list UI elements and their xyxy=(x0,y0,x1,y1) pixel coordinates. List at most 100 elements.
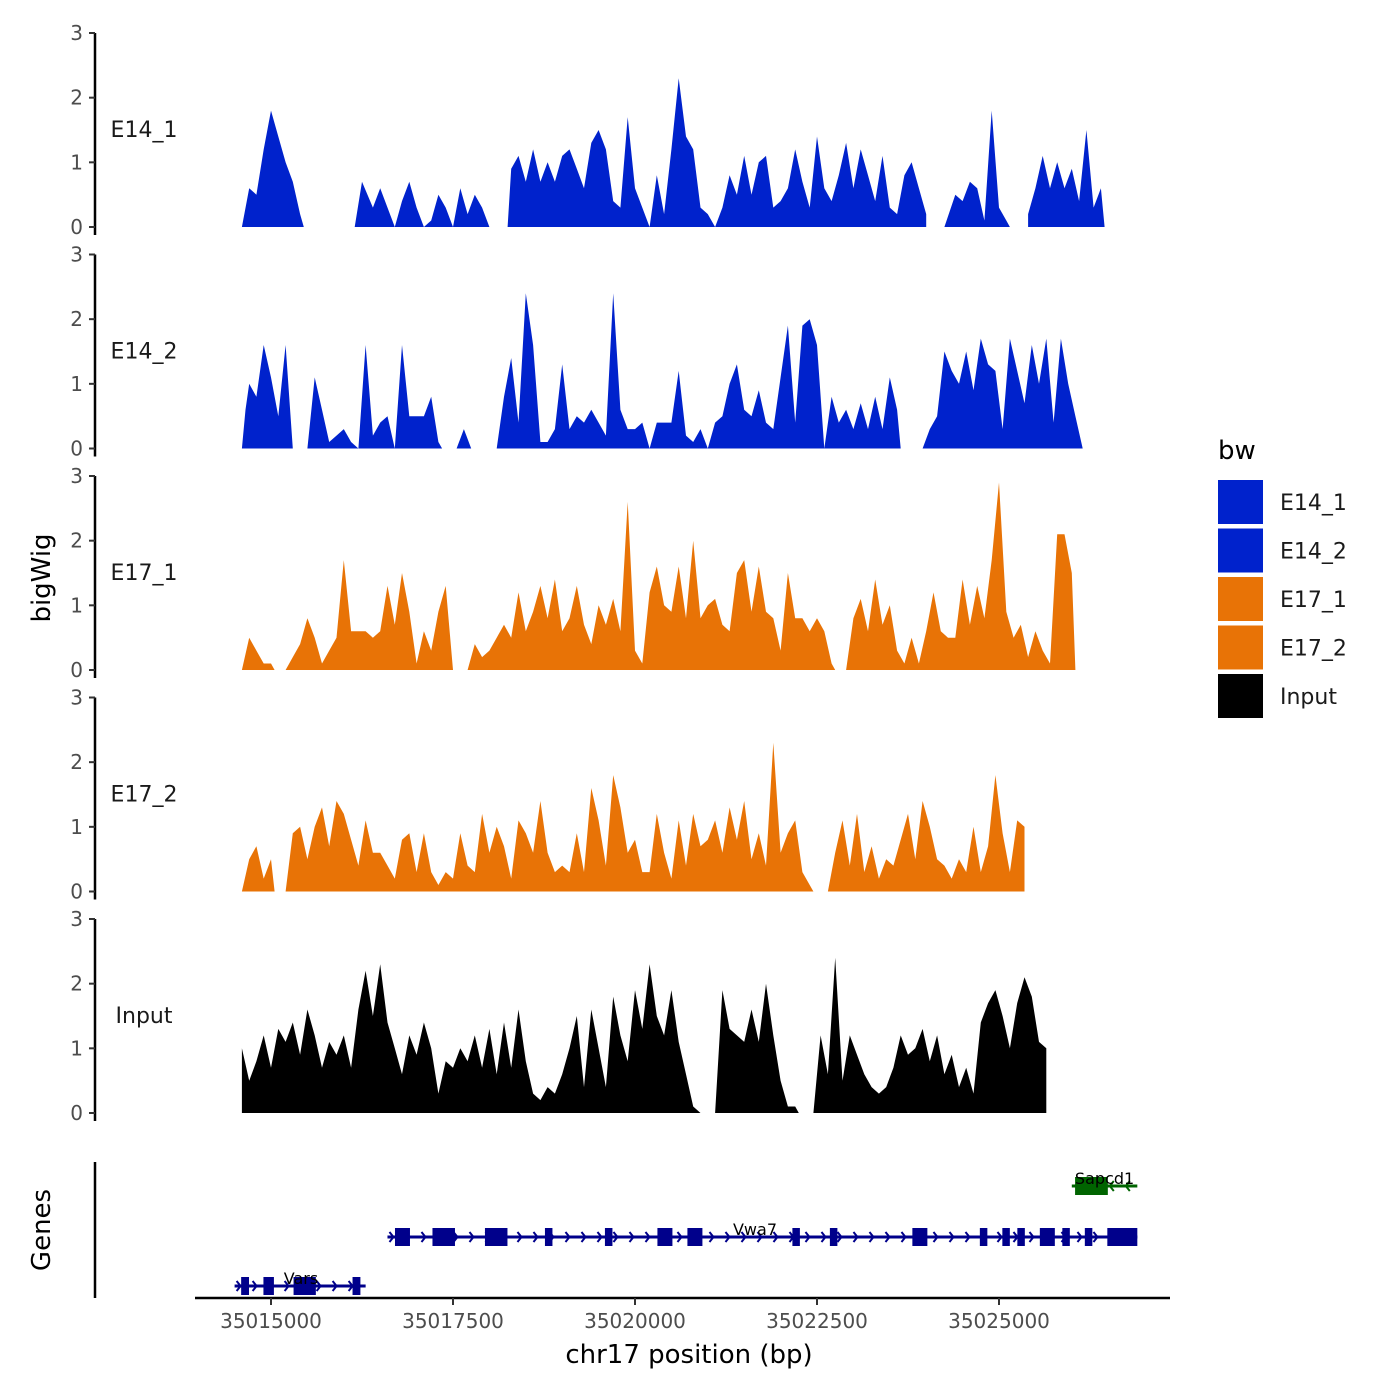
exon xyxy=(912,1228,928,1246)
y-tick-label: 3 xyxy=(70,686,83,710)
exon xyxy=(484,1228,508,1246)
strand-chevron xyxy=(612,1231,619,1243)
exon xyxy=(829,1228,838,1246)
y-axis-title: bigWig xyxy=(27,533,57,622)
coverage-area xyxy=(467,501,836,670)
y-tick-label: 1 xyxy=(70,150,83,174)
y-tick-label: 3 xyxy=(70,907,83,931)
genes-track: Sapcd1 Vwa7 Vars xyxy=(93,1162,1138,1298)
gene-Vwa7: Vwa7 xyxy=(387,1220,1138,1246)
y-tick-label: 3 xyxy=(70,243,83,267)
x-axis-title: chr17 position (bp) xyxy=(565,1340,812,1370)
exon xyxy=(1017,1228,1025,1246)
gene-label: Sapcd1 xyxy=(1075,1169,1134,1188)
legend-label: E17_1 xyxy=(1280,588,1347,613)
exon xyxy=(604,1228,613,1246)
strand-chevron xyxy=(708,1231,715,1243)
y-tick-label: 1 xyxy=(70,1036,83,1060)
exon xyxy=(687,1228,703,1246)
strand-chevron xyxy=(516,1231,523,1243)
strand-chevron xyxy=(1076,1231,1083,1243)
legend-entry-E17_2: E17_2 xyxy=(1218,625,1347,670)
exon xyxy=(263,1277,274,1295)
strand-chevron xyxy=(772,1231,779,1243)
track-E14_1: 0 1 2 3 E14_1 xyxy=(70,21,1105,239)
exon xyxy=(1107,1228,1138,1246)
strand-chevron xyxy=(996,1231,1003,1243)
strand-chevron xyxy=(724,1231,731,1243)
x-tick-label: 35020000 xyxy=(584,1309,686,1333)
y-tick-label: 2 xyxy=(70,750,83,774)
track-E17_1: 0 1 2 3 E17_1 xyxy=(70,464,1076,682)
strand-chevron xyxy=(564,1231,571,1243)
legend-label: Input xyxy=(1280,685,1337,710)
strand-chevron xyxy=(388,1231,395,1243)
exon xyxy=(241,1277,250,1295)
y-tick-label: 0 xyxy=(70,658,83,682)
coverage-area xyxy=(241,846,275,892)
strand-chevron xyxy=(331,1280,338,1292)
y-tick-label: 2 xyxy=(70,529,83,553)
strand-chevron xyxy=(644,1231,651,1243)
strand-chevron xyxy=(283,1280,290,1292)
y-tick-label: 2 xyxy=(70,307,83,331)
track-label: E14_2 xyxy=(111,339,178,364)
exon xyxy=(1039,1228,1055,1246)
coverage-area xyxy=(241,637,275,670)
coverage-area xyxy=(241,964,701,1113)
track-label: Input xyxy=(116,1004,173,1029)
exon xyxy=(1062,1228,1070,1246)
coverage-area xyxy=(285,560,453,670)
legend-swatch xyxy=(1218,528,1263,573)
legend-label: E14_1 xyxy=(1280,491,1347,516)
y-tick-label: 1 xyxy=(70,372,83,396)
legend-entry-E14_1: E14_1 xyxy=(1218,480,1347,524)
gene-label: Vars xyxy=(284,1269,318,1288)
legend: bw E14_1 E14_2 E17_1 E17_2 Input xyxy=(1218,436,1347,718)
strand-chevron xyxy=(1028,1231,1035,1243)
legend-swatch xyxy=(1218,625,1263,670)
strand-chevron xyxy=(804,1231,811,1243)
coverage-area xyxy=(241,110,304,227)
x-axis: 35015000 35017500 35020000 35022500 35025000 xyxy=(195,1296,1170,1333)
legend-title: bw xyxy=(1218,436,1256,466)
coverage-tracks: 0 1 2 3 E14_1 0 1 2 3 E14_2 0 1 2 3 E17_1 0 1 2 3 E17_2 0 1 2 3… xyxy=(70,21,1105,1125)
coverage-area xyxy=(507,78,927,227)
strand-chevron xyxy=(852,1231,859,1243)
legend-label: E14_2 xyxy=(1280,540,1347,565)
y-tick-label: 0 xyxy=(70,437,83,461)
strand-chevron xyxy=(420,1231,427,1243)
y-tick-label: 0 xyxy=(70,215,83,239)
strand-chevron xyxy=(251,1280,258,1292)
exon xyxy=(657,1228,673,1246)
exon xyxy=(1084,1228,1093,1246)
strand-chevron xyxy=(884,1231,891,1243)
y-tick-label: 3 xyxy=(70,464,83,488)
exon xyxy=(432,1228,455,1246)
exon xyxy=(394,1228,410,1246)
exon xyxy=(293,1277,316,1295)
coverage-area xyxy=(846,482,1076,670)
exon xyxy=(352,1277,361,1295)
legend-entry-E17_1: E17_1 xyxy=(1218,577,1347,621)
x-tick-label: 35017500 xyxy=(402,1309,504,1333)
strand-chevron xyxy=(948,1231,955,1243)
strand-chevron xyxy=(868,1231,875,1243)
legend-swatch xyxy=(1218,577,1263,621)
coverage-area xyxy=(944,110,1010,227)
coverage-area xyxy=(456,429,472,449)
strand-chevron xyxy=(820,1231,827,1243)
x-tick-label: 35022500 xyxy=(766,1309,868,1333)
y-tick-label: 1 xyxy=(70,815,83,839)
strand-chevron xyxy=(235,1280,242,1292)
x-tick-label: 35015000 xyxy=(220,1309,322,1333)
strand-chevron xyxy=(468,1231,475,1243)
genes-axis-title: Genes xyxy=(27,1189,57,1271)
coverage-area xyxy=(715,983,799,1113)
legend-swatch xyxy=(1218,674,1263,718)
coverage-area xyxy=(354,181,490,227)
track-label: E17_2 xyxy=(111,782,178,807)
gene-label: Vwa7 xyxy=(733,1220,777,1239)
x-tick-label: 35025000 xyxy=(948,1309,1050,1333)
